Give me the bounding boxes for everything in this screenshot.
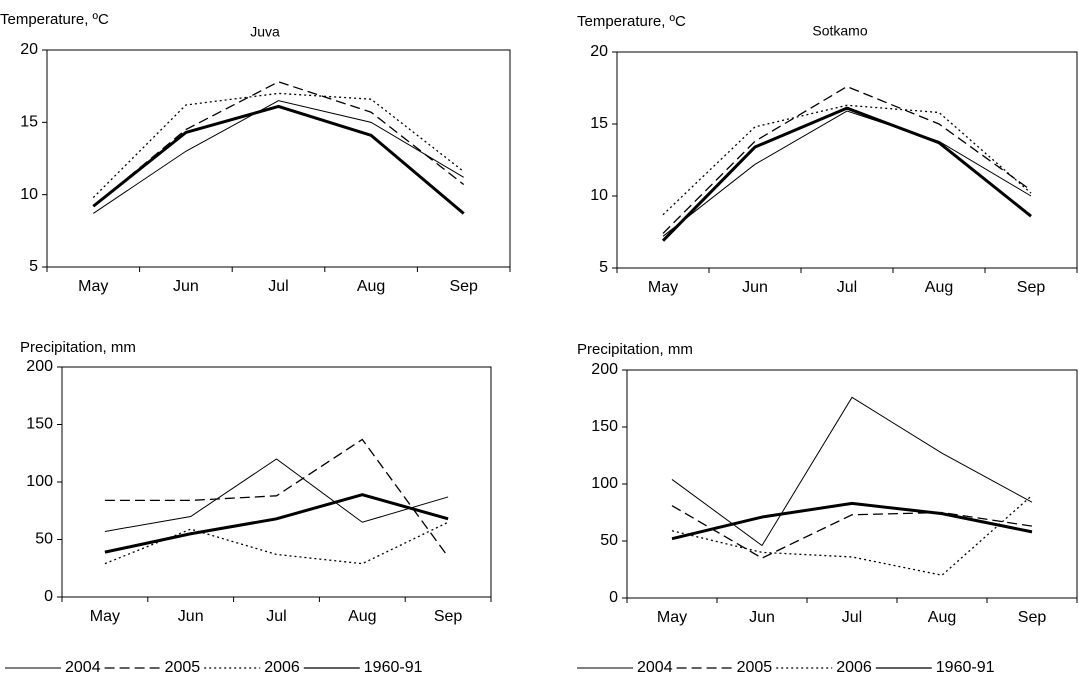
y-tick-label: 50 <box>600 532 618 549</box>
series-line <box>661 106 1032 242</box>
x-tick-label: May <box>648 279 678 296</box>
y-axis-label: Precipitation, mm <box>577 341 693 358</box>
series-line <box>104 493 449 554</box>
x-tick-label: Jun <box>178 608 204 625</box>
x-tick-label: Jun <box>173 278 199 295</box>
y-tick-label: 0 <box>44 588 53 605</box>
plot-frame <box>626 369 1078 599</box>
y-tick-label: 200 <box>26 358 53 375</box>
x-tick-label: May <box>78 278 108 295</box>
series-line <box>671 505 1033 559</box>
y-tick-label: 200 <box>591 361 618 378</box>
series-line <box>104 458 449 532</box>
series-line <box>671 396 1033 547</box>
series-line <box>662 110 1032 237</box>
y-axis-label: Precipitation, mm <box>20 339 136 356</box>
x-tick-label: Sep <box>449 278 478 295</box>
x-tick-label: Jul <box>842 609 862 626</box>
y-tick-label: 50 <box>35 531 53 548</box>
y-tick-label: 20 <box>590 43 608 60</box>
series-line <box>671 501 1033 541</box>
y-tick-label: 5 <box>599 259 608 276</box>
legend-label: 2006 <box>264 659 300 676</box>
x-tick-label: May <box>657 609 687 626</box>
y-tick-label: 0 <box>609 589 618 606</box>
series-line <box>92 92 465 199</box>
y-tick-label: 20 <box>20 41 38 58</box>
legend-label: 2006 <box>836 659 872 676</box>
series-line <box>104 521 449 565</box>
series-line <box>104 438 449 558</box>
series-line <box>92 104 465 215</box>
legend-label: 2005 <box>737 659 773 676</box>
legend-label: 1960-91 <box>936 659 995 676</box>
y-axis-label: Temperature, ºC <box>577 13 686 30</box>
plot-frame <box>46 49 511 268</box>
y-tick-label: 10 <box>20 186 38 203</box>
x-tick-label: Jun <box>749 609 775 626</box>
x-tick-label: Sep <box>1018 609 1047 626</box>
chart-title: Sotkamo <box>812 23 867 39</box>
x-tick-label: May <box>90 608 120 625</box>
y-axis-label: Temperature, ºC <box>0 11 109 28</box>
x-tick-label: Jul <box>266 608 286 625</box>
x-tick-label: Sep <box>434 608 463 625</box>
x-tick-label: Jul <box>837 279 857 296</box>
y-tick-label: 100 <box>591 475 618 492</box>
series-line <box>93 100 464 214</box>
plot-frame <box>616 51 1078 269</box>
y-tick-label: 150 <box>591 418 618 435</box>
chart-title: Juva <box>250 24 280 40</box>
y-tick-label: 10 <box>590 187 608 204</box>
legend-label: 2005 <box>165 659 201 676</box>
y-tick-label: 100 <box>26 473 53 490</box>
x-tick-label: Aug <box>348 608 376 625</box>
y-tick-label: 5 <box>29 258 38 275</box>
x-tick-label: Aug <box>357 278 385 295</box>
y-tick-label: 15 <box>590 115 608 132</box>
x-tick-label: Sep <box>1017 279 1046 296</box>
legend-label: 2004 <box>65 659 101 676</box>
x-tick-label: Jun <box>742 279 768 296</box>
legend-label: 2004 <box>637 659 673 676</box>
plot-frame <box>61 366 492 598</box>
legend-label: 1960-91 <box>364 659 423 676</box>
y-tick-label: 15 <box>20 114 38 131</box>
series-line <box>662 104 1032 216</box>
series-line <box>92 81 465 207</box>
y-tick-label: 150 <box>26 416 53 433</box>
x-tick-label: Aug <box>925 279 953 296</box>
series-line <box>671 494 1033 576</box>
x-tick-label: Aug <box>928 609 956 626</box>
x-tick-label: Jul <box>268 278 288 295</box>
